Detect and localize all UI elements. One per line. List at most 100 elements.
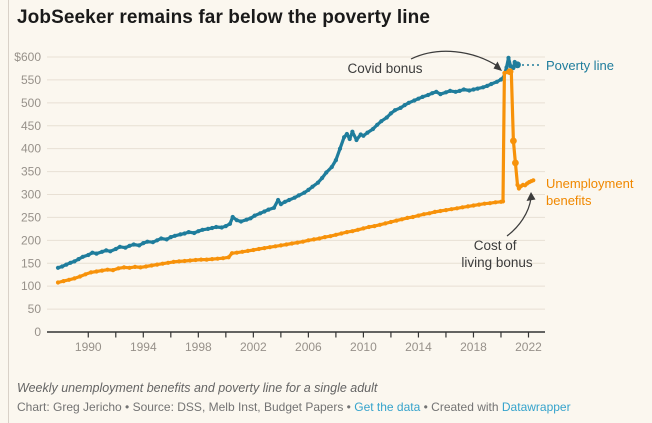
data-point[interactable]: [99, 249, 105, 254]
data-point[interactable]: [230, 214, 235, 220]
data-point[interactable]: [226, 255, 231, 260]
data-point[interactable]: [234, 218, 239, 223]
data-point[interactable]: [406, 100, 411, 105]
data-point[interactable]: [223, 224, 228, 229]
data-point[interactable]: [200, 227, 205, 232]
data-point[interactable]: [426, 92, 431, 98]
data-point[interactable]: [502, 70, 507, 76]
data-point[interactable]: [427, 211, 432, 216]
unemployment-benefits-marker[interactable]: [512, 159, 519, 167]
data-point[interactable]: [86, 252, 91, 258]
data-point[interactable]: [258, 211, 263, 216]
data-point[interactable]: [379, 119, 384, 124]
data-point[interactable]: [278, 202, 283, 207]
data-point[interactable]: [467, 88, 472, 93]
data-point[interactable]: [333, 158, 338, 163]
data-point[interactable]: [432, 209, 437, 214]
data-point[interactable]: [127, 265, 132, 270]
data-point[interactable]: [234, 250, 239, 255]
data-point[interactable]: [72, 259, 77, 264]
data-point[interactable]: [182, 258, 187, 264]
data-point[interactable]: [287, 197, 292, 203]
data-point[interactable]: [219, 225, 224, 230]
data-point[interactable]: [88, 270, 94, 275]
data-point[interactable]: [337, 146, 343, 151]
data-point[interactable]: [252, 213, 257, 218]
data-point[interactable]: [251, 247, 256, 253]
data-point[interactable]: [227, 221, 233, 226]
data-point[interactable]: [329, 164, 334, 170]
data-point[interactable]: [77, 274, 83, 279]
data-point[interactable]: [256, 246, 261, 252]
data-point[interactable]: [448, 88, 453, 93]
data-point[interactable]: [306, 187, 311, 192]
data-point[interactable]: [168, 235, 173, 240]
data-point[interactable]: [506, 55, 511, 61]
data-point[interactable]: [210, 225, 215, 231]
data-point[interactable]: [324, 170, 329, 175]
data-point[interactable]: [388, 111, 393, 116]
data-point[interactable]: [177, 259, 182, 264]
data-point[interactable]: [295, 240, 300, 245]
data-point[interactable]: [399, 217, 404, 222]
data-point[interactable]: [172, 233, 177, 238]
data-point[interactable]: [193, 257, 198, 263]
data-point[interactable]: [244, 217, 249, 222]
data-point[interactable]: [370, 126, 376, 132]
data-point[interactable]: [267, 245, 272, 250]
data-point[interactable]: [344, 131, 349, 137]
data-point[interactable]: [116, 266, 121, 271]
data-point[interactable]: [460, 205, 465, 210]
data-point[interactable]: [137, 243, 142, 248]
data-point[interactable]: [515, 182, 520, 187]
data-point[interactable]: [160, 261, 165, 266]
data-point[interactable]: [421, 212, 426, 217]
data-point[interactable]: [289, 241, 294, 246]
data-point[interactable]: [347, 136, 352, 142]
data-point[interactable]: [384, 115, 389, 120]
data-point[interactable]: [443, 208, 449, 213]
data-point[interactable]: [471, 203, 476, 208]
data-point[interactable]: [394, 218, 399, 223]
data-point[interactable]: [438, 208, 443, 214]
data-point[interactable]: [132, 264, 138, 269]
data-point[interactable]: [317, 236, 322, 241]
data-point[interactable]: [361, 133, 366, 138]
data-point[interactable]: [262, 209, 267, 214]
data-point[interactable]: [344, 230, 349, 235]
data-point[interactable]: [273, 244, 278, 249]
data-point[interactable]: [410, 214, 415, 220]
data-point[interactable]: [64, 262, 69, 267]
data-point[interactable]: [123, 245, 128, 250]
data-point[interactable]: [104, 248, 109, 253]
data-point[interactable]: [454, 206, 460, 211]
data-point[interactable]: [449, 207, 454, 212]
data-point[interactable]: [350, 129, 355, 134]
data-point[interactable]: [430, 91, 435, 96]
data-point[interactable]: [214, 224, 219, 230]
data-point[interactable]: [282, 199, 288, 204]
data-point[interactable]: [108, 249, 113, 254]
data-point[interactable]: [105, 267, 110, 272]
data-point[interactable]: [55, 280, 61, 285]
data-point[interactable]: [245, 248, 250, 253]
data-point[interactable]: [238, 219, 244, 224]
data-point[interactable]: [493, 200, 498, 205]
data-point[interactable]: [354, 137, 359, 143]
data-point[interactable]: [388, 219, 393, 225]
data-point[interactable]: [221, 256, 226, 261]
data-point[interactable]: [471, 87, 476, 92]
unemployment-benefits-marker[interactable]: [506, 68, 514, 76]
data-point[interactable]: [494, 79, 499, 84]
data-point[interactable]: [481, 85, 486, 90]
data-point[interactable]: [453, 89, 458, 94]
data-point[interactable]: [186, 230, 191, 235]
data-point[interactable]: [372, 224, 377, 229]
data-point[interactable]: [76, 257, 81, 262]
data-point[interactable]: [365, 130, 370, 135]
data-point[interactable]: [375, 122, 380, 127]
data-point[interactable]: [110, 268, 116, 273]
data-point[interactable]: [405, 215, 410, 220]
data-point[interactable]: [196, 229, 201, 234]
data-point[interactable]: [121, 265, 127, 270]
